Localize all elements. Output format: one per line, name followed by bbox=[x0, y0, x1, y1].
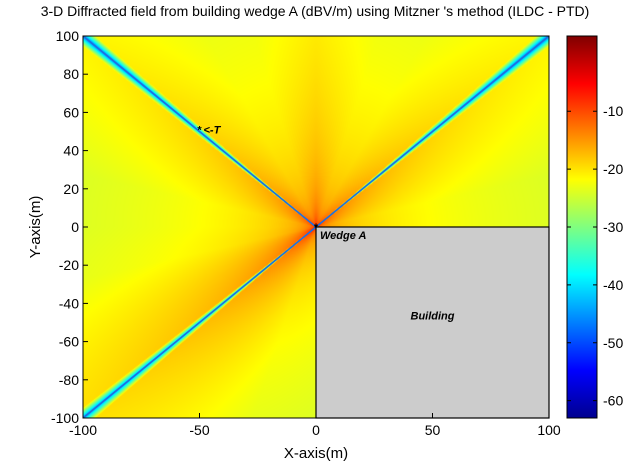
y-tick-label: -100 bbox=[51, 410, 79, 426]
y-tick-label: 80 bbox=[63, 66, 79, 82]
shadow-boundary-1 bbox=[315, 36, 549, 228]
y-tick-label: -80 bbox=[59, 372, 79, 388]
y-tick-label: 100 bbox=[56, 28, 80, 44]
y-tick-label: -60 bbox=[59, 334, 79, 350]
marker-point-T: * bbox=[197, 125, 202, 137]
shadow-boundary-lines bbox=[83, 36, 549, 418]
x-axis-ticks: -100 -50 0 50 100 bbox=[69, 413, 561, 438]
x-tick-label: 100 bbox=[537, 422, 561, 438]
x-tick-label: -100 bbox=[69, 422, 97, 438]
colorbar-tick-label: -10 bbox=[603, 103, 623, 119]
marker-wedge-A: * bbox=[314, 222, 319, 234]
x-tick-label: 50 bbox=[425, 422, 441, 438]
y-axis-label: Y-axis(m) bbox=[27, 196, 44, 259]
colorbar-ticks: -10 -20 -30 -40 -50 -60 bbox=[567, 103, 623, 409]
y-tick-label: 20 bbox=[63, 181, 79, 197]
building-label: Building bbox=[411, 311, 455, 323]
marker-group: ** bbox=[197, 125, 319, 234]
shadow-boundary-2 bbox=[83, 226, 317, 418]
x-tick-label: -50 bbox=[189, 422, 209, 438]
colorbar-tick-label: -40 bbox=[603, 277, 623, 293]
colorbar-tick-label: -60 bbox=[603, 393, 623, 409]
colorbar bbox=[566, 35, 598, 419]
y-axis-ticks: 100 80 60 40 20 0 -20 -40 -60 -80 -100 bbox=[51, 28, 88, 426]
y-tick-label: -40 bbox=[59, 295, 79, 311]
building-region bbox=[315, 226, 550, 419]
colorbar-tick-label: -50 bbox=[603, 335, 623, 351]
colorbar-tick-label: -20 bbox=[603, 161, 623, 177]
y-tick-label: -20 bbox=[59, 257, 79, 273]
x-tick-label: 0 bbox=[312, 422, 320, 438]
shadow-boundary-0 bbox=[83, 36, 317, 228]
y-tick-label: 0 bbox=[71, 219, 79, 235]
point-t-label: <-T bbox=[204, 125, 222, 137]
y-tick-label: 40 bbox=[63, 143, 79, 159]
wedge-a-label: Wedge A bbox=[320, 230, 367, 242]
colorbar-tick-label: -30 bbox=[603, 219, 623, 235]
x-axis-label: X-axis(m) bbox=[284, 445, 348, 462]
y-tick-label: 60 bbox=[63, 104, 79, 120]
chart-title: 3-D Diffracted field from building wedge… bbox=[40, 3, 590, 19]
